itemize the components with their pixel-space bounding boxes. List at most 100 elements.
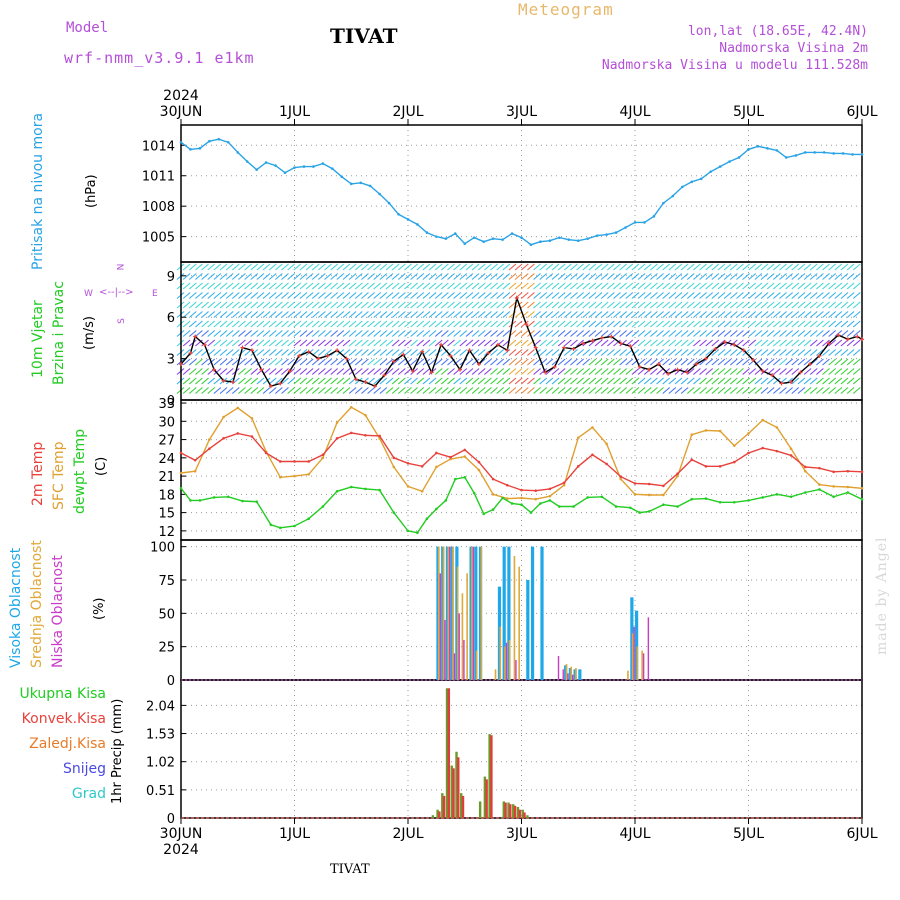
wind-barb bbox=[594, 377, 603, 385]
wind-barb bbox=[496, 273, 505, 280]
temp2m-line-point bbox=[647, 482, 651, 486]
wind-barb bbox=[711, 311, 720, 318]
wind-barb bbox=[477, 377, 486, 385]
wind-barb bbox=[262, 311, 271, 318]
wind-barb bbox=[354, 301, 363, 309]
wind-barb bbox=[441, 273, 449, 280]
wind-barb bbox=[422, 368, 431, 375]
wind-barb bbox=[373, 301, 382, 309]
wind-barb bbox=[508, 368, 517, 375]
wind-barb bbox=[594, 282, 603, 290]
wind-barb bbox=[361, 311, 369, 318]
wind-barb bbox=[434, 311, 443, 318]
wind-barb bbox=[527, 273, 535, 280]
wind-barb bbox=[311, 301, 320, 309]
wind-barb bbox=[754, 387, 763, 394]
wind-barb bbox=[594, 301, 603, 309]
wind-barb bbox=[613, 339, 621, 347]
wind-barb bbox=[699, 330, 707, 337]
temp2m-line-point bbox=[477, 460, 481, 464]
wind-barb bbox=[699, 263, 707, 271]
wind-barb bbox=[846, 339, 855, 347]
wind-barb bbox=[459, 292, 468, 299]
wind-barb bbox=[557, 320, 566, 328]
x-tick-label-bottom: 6JUL bbox=[846, 826, 877, 842]
mid-cloud-bar bbox=[494, 669, 497, 680]
wind-barb bbox=[447, 282, 455, 290]
wind-barb bbox=[557, 330, 566, 337]
wind-barb bbox=[563, 339, 572, 347]
wind-barb bbox=[441, 311, 449, 318]
wind-barb bbox=[354, 263, 363, 271]
wind-barb bbox=[268, 358, 277, 366]
wind-barb bbox=[477, 368, 486, 375]
wind-barb bbox=[760, 387, 769, 394]
wind-barb bbox=[195, 320, 203, 328]
wind-barb bbox=[342, 301, 351, 309]
wind-barb bbox=[809, 263, 818, 271]
wind-barb bbox=[711, 292, 720, 299]
wind-barb bbox=[213, 292, 222, 299]
wind-barb bbox=[348, 358, 357, 366]
wind-barb bbox=[606, 349, 615, 356]
wind-barb bbox=[816, 377, 824, 385]
wind-barb bbox=[422, 263, 431, 271]
wind-barb bbox=[809, 339, 818, 347]
wind-barb bbox=[336, 311, 345, 318]
wind-barb bbox=[852, 330, 861, 337]
wind-barb bbox=[588, 301, 597, 309]
wind-barb bbox=[699, 320, 707, 328]
wind-barb bbox=[551, 301, 560, 309]
wind-barb bbox=[588, 349, 597, 356]
wind-barb bbox=[471, 320, 480, 328]
wind-barb bbox=[434, 301, 443, 309]
pressure-line-point bbox=[264, 161, 268, 164]
x-tick-label-top: 5JUL bbox=[733, 104, 764, 120]
wind-barb bbox=[594, 292, 603, 299]
wind-barb bbox=[840, 358, 849, 366]
wind-barb bbox=[643, 320, 652, 328]
mid-cloud-bar bbox=[452, 546, 454, 680]
wind-barb bbox=[828, 377, 837, 385]
sfc-temp-line-point bbox=[321, 456, 325, 460]
wind-barb bbox=[680, 282, 689, 290]
wind-barb bbox=[182, 368, 191, 375]
wind-barb bbox=[250, 311, 259, 318]
wind-barb bbox=[244, 301, 252, 309]
mid-cloud-bar bbox=[442, 546, 445, 680]
wind-barb bbox=[244, 377, 252, 385]
wind-barb bbox=[250, 377, 259, 385]
wind-barb bbox=[631, 320, 640, 328]
wind-barb bbox=[606, 368, 615, 375]
wind-barb bbox=[484, 330, 492, 337]
wind-barb bbox=[766, 301, 775, 309]
wind-barb bbox=[686, 301, 695, 309]
wind-barb bbox=[570, 387, 578, 394]
wind-barb bbox=[496, 358, 505, 366]
wind-barb bbox=[791, 387, 800, 394]
wind-barb bbox=[736, 330, 744, 337]
wind-barb bbox=[490, 368, 498, 375]
wind-barb bbox=[816, 263, 824, 271]
wind-barb bbox=[631, 282, 640, 290]
wind-barb bbox=[225, 320, 234, 328]
pressure-line-point bbox=[662, 201, 665, 205]
wind-barb bbox=[385, 292, 394, 299]
wind-barb bbox=[705, 263, 714, 271]
dewpt-line-point bbox=[647, 510, 651, 513]
wind-barb bbox=[250, 349, 259, 356]
wind-barb bbox=[207, 282, 216, 290]
wind-barb bbox=[742, 273, 750, 280]
wind-barb bbox=[852, 358, 861, 366]
wind-barb bbox=[324, 320, 332, 328]
wind-barb bbox=[662, 301, 671, 309]
wind-barb bbox=[311, 377, 320, 385]
wind-barb bbox=[563, 377, 572, 385]
wind-barb bbox=[207, 330, 216, 337]
wind-barb bbox=[588, 377, 597, 385]
wind-barb bbox=[262, 292, 271, 299]
wind-barb bbox=[680, 377, 689, 385]
wind-barb bbox=[477, 320, 486, 328]
pressure-line-point bbox=[435, 235, 438, 238]
wind-barb bbox=[637, 282, 646, 290]
